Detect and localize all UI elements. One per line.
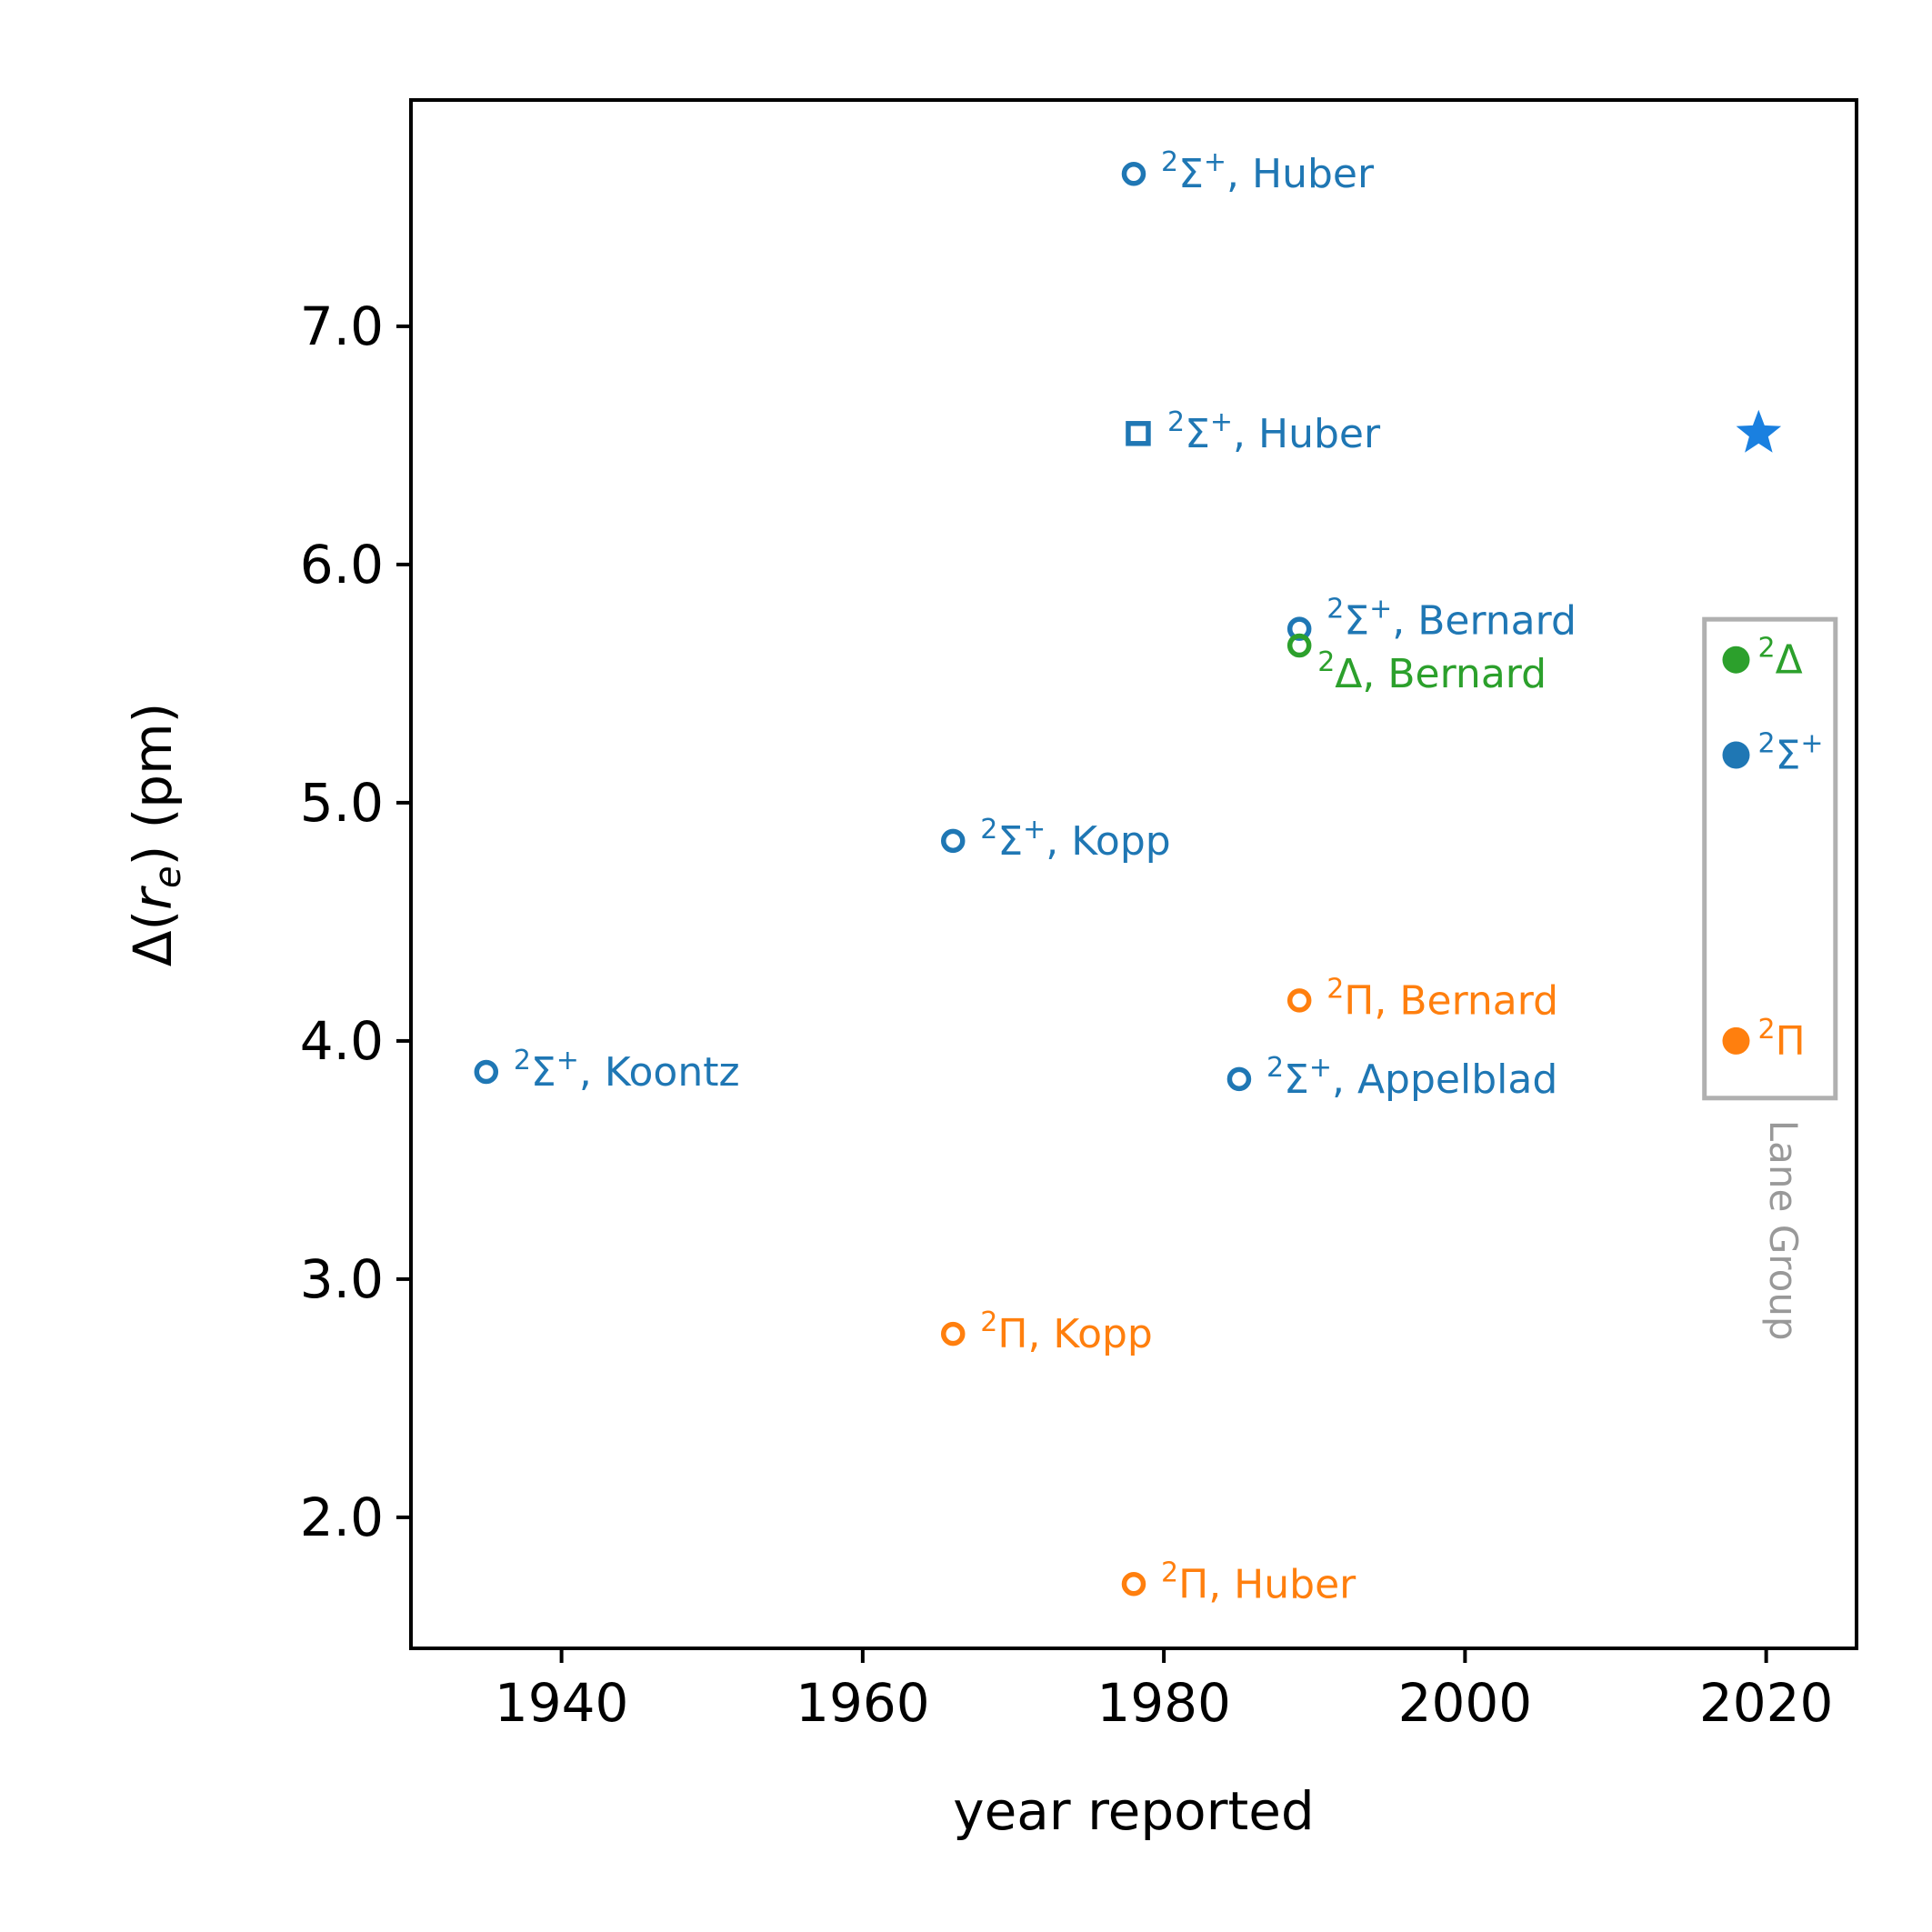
- data-point: [1126, 421, 1151, 446]
- data-point: [1121, 161, 1146, 186]
- data-point-star: [1736, 409, 1782, 453]
- point-label: 2Σ+, Kopp: [980, 814, 1170, 865]
- plot-frame: [409, 98, 1858, 1650]
- data-point: [941, 1321, 966, 1346]
- point-label: 2Π, Bernard: [1326, 973, 1558, 1024]
- data-point: [1722, 646, 1750, 674]
- y-axis-label: Δ(re) (pm): [122, 703, 189, 966]
- data-point: [1722, 741, 1750, 769]
- x-axis-label: year reported: [953, 1780, 1314, 1842]
- point-label: 2Π: [1758, 1014, 1806, 1065]
- data-point: [1226, 1066, 1252, 1092]
- point-label: 2Δ: [1758, 633, 1803, 684]
- data-point: [1722, 1026, 1750, 1055]
- y-tick-label: 3.0: [300, 1248, 384, 1310]
- lane-group-box: [1702, 616, 1838, 1101]
- point-label: 2Π, Kopp: [980, 1306, 1153, 1357]
- x-tick-label: 1960: [796, 1672, 930, 1734]
- y-tick-label: 2.0: [300, 1487, 384, 1548]
- y-tick-label: 7.0: [300, 295, 384, 357]
- point-label: 2Σ+, Appelblad: [1266, 1052, 1557, 1103]
- point-label: 2Σ+, Koontz: [514, 1045, 740, 1096]
- x-tick-label: 1980: [1096, 1672, 1231, 1734]
- y-tick-label: 5.0: [300, 772, 384, 834]
- point-label: 2Σ+, Huber: [1167, 406, 1381, 457]
- point-label: 2Σ+: [1758, 728, 1824, 779]
- data-point: [1286, 633, 1312, 658]
- point-label: 2Σ+, Huber: [1161, 146, 1375, 197]
- point-label: 2Δ, Bernard: [1317, 646, 1547, 697]
- x-tick-label: 2000: [1398, 1672, 1533, 1734]
- point-label: 2Π, Huber: [1161, 1557, 1356, 1607]
- data-point: [1286, 988, 1312, 1013]
- x-tick-label: 1940: [495, 1672, 629, 1734]
- y-tick-label: 4.0: [300, 1010, 384, 1072]
- y-tick-label: 6.0: [300, 534, 384, 596]
- lane-group-label: Lane Group: [1761, 1120, 1806, 1341]
- data-point: [474, 1059, 499, 1085]
- x-tick-label: 2020: [1699, 1672, 1834, 1734]
- data-point: [941, 828, 966, 854]
- data-point: [1121, 1572, 1146, 1597]
- point-label: 2Σ+, Bernard: [1326, 594, 1577, 645]
